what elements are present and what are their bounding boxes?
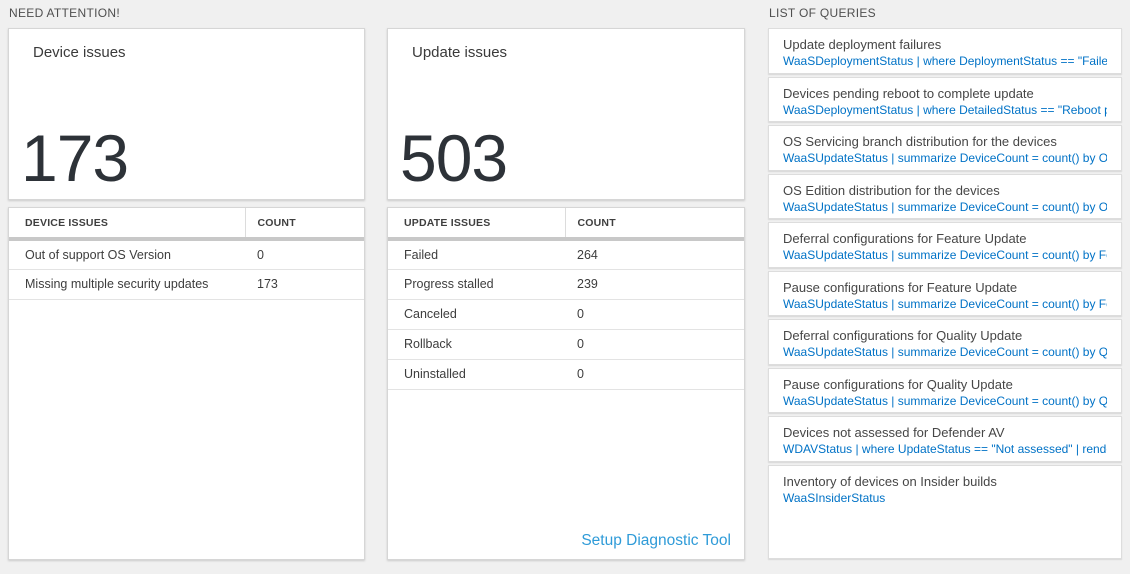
issue-label: Rollback (388, 329, 565, 360)
table-row-rollback[interactable]: Rollback 0 (388, 329, 744, 360)
column-header-device-issues: DEVICE ISSUES (9, 208, 245, 241)
setup-diagnostic-tool-link[interactable]: Setup Diagnostic Tool (581, 532, 731, 549)
update-issues-tile[interactable]: Update issues 503 (387, 28, 745, 200)
query-title: Deferral configurations for Feature Upda… (783, 231, 1027, 246)
query-code: WaaSUpdateStatus | summarize DeviceCount… (783, 199, 1107, 214)
update-issues-table: UPDATE ISSUES COUNT Failed 264 Progress … (388, 208, 744, 390)
issue-label: Uninstalled (388, 359, 565, 390)
query-code: WaaSUpdateStatus | summarize DeviceCount… (783, 393, 1107, 408)
device-issues-title: Device issues (33, 44, 126, 61)
query-title: OS Edition distribution for the devices (783, 182, 1000, 198)
update-issues-title: Update issues (412, 44, 508, 61)
query-title: Deferral configurations for Quality Upda… (783, 328, 1023, 343)
query-code: WaaSUpdateStatus | summarize DeviceCount… (783, 248, 1107, 262)
query-item-devices-pending-reboot[interactable]: Devices pending reboot to complete updat… (768, 76, 1122, 122)
device-issues-table-header-row: DEVICE ISSUES COUNT (9, 208, 364, 241)
update-issues-count: 503 (400, 121, 508, 195)
device-issues-table-card: DEVICE ISSUES COUNT Out of support OS Ve… (8, 207, 365, 560)
query-title: OS Servicing branch distribution for the… (783, 134, 1057, 149)
query-code: WaaSDeploymentStatus | where DetailedSta… (783, 102, 1107, 117)
issue-label: Out of support OS Version (9, 239, 245, 270)
query-code: WaaSInsiderStatus (783, 490, 886, 505)
issue-count: 264 (565, 239, 744, 270)
need-attention-heading: NEED ATTENTION! (9, 6, 120, 20)
query-item-os-servicing-branch[interactable]: OS Servicing branch distribution for the… (768, 125, 1122, 171)
query-item-pause-feature-update[interactable]: Pause configurations for Feature Update … (768, 270, 1122, 316)
table-row-progress-stalled[interactable]: Progress stalled 239 (388, 269, 744, 300)
query-item-deferral-feature-update[interactable]: Deferral configurations for Feature Upda… (768, 222, 1122, 268)
update-issues-table-card: UPDATE ISSUES COUNT Failed 264 Progress … (387, 207, 745, 560)
query-code: WaaSDeploymentStatus | where DeploymentS… (783, 54, 1107, 68)
column-header-count: COUNT (564, 208, 744, 241)
query-code: WDAVStatus | where UpdateStatus == "Not … (783, 442, 1107, 456)
list-of-queries-heading: LIST OF QUERIES (769, 6, 876, 20)
table-row-out-of-support-os[interactable]: Out of support OS Version 0 (9, 239, 364, 270)
issue-count: 0 (245, 239, 364, 270)
query-title: Update deployment failures (783, 37, 942, 52)
query-code: WaaSUpdateStatus | summarize DeviceCount… (783, 151, 1107, 165)
issue-count: 173 (245, 269, 364, 300)
column-header-count: COUNT (244, 208, 364, 241)
device-issues-count: 173 (21, 121, 129, 195)
update-issues-table-header-row: UPDATE ISSUES COUNT (388, 208, 744, 241)
device-issues-tile[interactable]: Device issues 173 (8, 28, 365, 200)
query-list: Update deployment failures WaaSDeploymen… (768, 28, 1122, 559)
query-item-pause-quality-update[interactable]: Pause configurations for Quality Update … (768, 367, 1122, 413)
table-row-missing-security-updates[interactable]: Missing multiple security updates 173 (9, 269, 364, 300)
column-header-update-issues: UPDATE ISSUES (388, 208, 565, 241)
issue-count: 239 (565, 269, 744, 300)
device-issues-table: DEVICE ISSUES COUNT Out of support OS Ve… (9, 208, 364, 300)
issue-label: Failed (388, 239, 565, 270)
table-row-canceled[interactable]: Canceled 0 (388, 299, 744, 330)
table-row-failed[interactable]: Failed 264 (388, 239, 744, 270)
query-title: Pause configurations for Quality Update (783, 376, 1013, 392)
issue-count: 0 (565, 299, 744, 330)
table-row-uninstalled[interactable]: Uninstalled 0 (388, 359, 744, 390)
query-item-insider-builds-inventory[interactable]: Inventory of devices on Insider builds W… (768, 464, 1122, 559)
query-code: WaaSUpdateStatus | summarize DeviceCount… (783, 296, 1107, 311)
issue-count: 0 (565, 359, 744, 390)
issue-label: Missing multiple security updates (9, 269, 245, 300)
query-item-update-deployment-failures[interactable]: Update deployment failures WaaSDeploymen… (768, 28, 1122, 74)
query-item-os-edition-distribution[interactable]: OS Edition distribution for the devices … (768, 173, 1122, 219)
query-title: Devices not assessed for Defender AV (783, 425, 1005, 440)
query-item-defender-av-not-assessed[interactable]: Devices not assessed for Defender AV WDA… (768, 416, 1122, 462)
issue-label: Progress stalled (388, 269, 565, 300)
query-title: Inventory of devices on Insider builds (783, 473, 997, 489)
issue-label: Canceled (388, 299, 565, 330)
query-item-deferral-quality-update[interactable]: Deferral configurations for Quality Upda… (768, 319, 1122, 365)
query-title: Pause configurations for Feature Update (783, 279, 1018, 295)
query-code: WaaSUpdateStatus | summarize DeviceCount… (783, 345, 1107, 359)
query-title: Devices pending reboot to complete updat… (783, 85, 1034, 101)
issue-count: 0 (565, 329, 744, 360)
